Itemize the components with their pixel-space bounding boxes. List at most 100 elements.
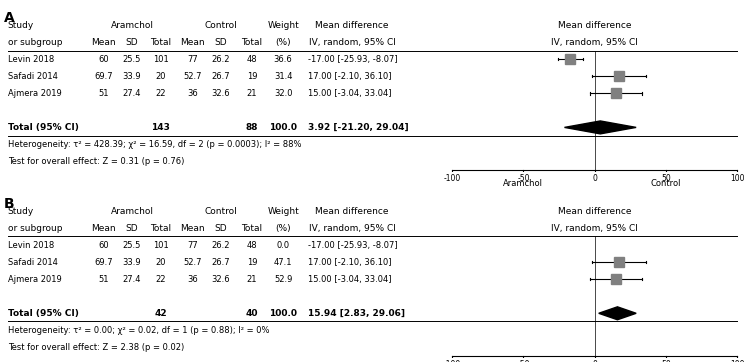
- Text: 32.6: 32.6: [212, 89, 231, 98]
- Text: 22: 22: [156, 89, 166, 98]
- Text: 15.00 [-3.04, 33.04]: 15.00 [-3.04, 33.04]: [308, 89, 391, 98]
- Text: 33.9: 33.9: [122, 72, 141, 81]
- Text: -50: -50: [517, 360, 530, 362]
- Text: 101: 101: [153, 55, 169, 64]
- Text: Mean difference: Mean difference: [315, 21, 389, 30]
- Text: 77: 77: [187, 55, 198, 64]
- Text: A: A: [4, 11, 14, 25]
- Text: Total: Total: [150, 38, 172, 47]
- Text: 60: 60: [98, 241, 109, 250]
- Text: IV, random, 95% CI: IV, random, 95% CI: [308, 224, 395, 233]
- Text: 27.4: 27.4: [122, 275, 141, 284]
- Text: Total: Total: [241, 224, 262, 233]
- Text: Safadi 2014: Safadi 2014: [8, 258, 57, 267]
- Text: -50: -50: [517, 174, 530, 183]
- Text: 31.4: 31.4: [274, 72, 293, 81]
- Text: 20: 20: [156, 72, 166, 81]
- Text: Weight: Weight: [268, 207, 299, 216]
- Text: 69.7: 69.7: [94, 258, 113, 267]
- Text: Mean difference: Mean difference: [315, 207, 389, 216]
- Text: B: B: [4, 197, 14, 211]
- Text: (%): (%): [275, 38, 291, 47]
- Text: 26.2: 26.2: [212, 241, 230, 250]
- Text: 19: 19: [246, 72, 257, 81]
- Text: 51: 51: [98, 89, 109, 98]
- Text: 0: 0: [592, 360, 597, 362]
- Text: 100.0: 100.0: [269, 309, 297, 318]
- Text: 32.6: 32.6: [212, 275, 231, 284]
- Text: -17.00 [-25.93, -8.07]: -17.00 [-25.93, -8.07]: [308, 55, 397, 64]
- Text: Total (95% CI): Total (95% CI): [8, 309, 79, 318]
- Text: 19: 19: [246, 258, 257, 267]
- Text: 15.94 [2.83, 29.06]: 15.94 [2.83, 29.06]: [308, 309, 404, 318]
- Text: 52.7: 52.7: [184, 258, 202, 267]
- Text: 15.00 [-3.04, 33.04]: 15.00 [-3.04, 33.04]: [308, 275, 391, 284]
- Text: 47.1: 47.1: [274, 258, 293, 267]
- Text: Test for overall effect: Z = 0.31 (p = 0.76): Test for overall effect: Z = 0.31 (p = 0…: [8, 157, 184, 166]
- Text: 32.0: 32.0: [274, 89, 293, 98]
- Text: Study: Study: [8, 207, 34, 216]
- Text: 21: 21: [246, 89, 257, 98]
- Text: Ajmera 2019: Ajmera 2019: [8, 89, 61, 98]
- Text: 50: 50: [662, 174, 671, 183]
- Text: Mean: Mean: [91, 224, 116, 233]
- Text: IV, random, 95% CI: IV, random, 95% CI: [551, 38, 638, 47]
- Text: 50: 50: [662, 360, 671, 362]
- Text: Total: Total: [241, 38, 262, 47]
- Text: Heterogeneity: τ² = 0.00; χ² = 0.02, df = 1 (p = 0.88); I² = 0%: Heterogeneity: τ² = 0.00; χ² = 0.02, df …: [8, 326, 269, 335]
- Text: IV, random, 95% CI: IV, random, 95% CI: [308, 38, 395, 47]
- Text: Levin 2018: Levin 2018: [8, 241, 54, 250]
- Polygon shape: [599, 307, 636, 320]
- Text: Weight: Weight: [268, 21, 299, 30]
- Text: Test for overall effect: Z = 2.38 (p = 0.02): Test for overall effect: Z = 2.38 (p = 0…: [8, 343, 184, 352]
- Text: Aramchol: Aramchol: [110, 207, 153, 216]
- Text: 0.0: 0.0: [277, 241, 290, 250]
- Text: -100: -100: [444, 174, 460, 183]
- Text: 77: 77: [187, 241, 198, 250]
- Text: 27.4: 27.4: [122, 89, 141, 98]
- Text: -17.00 [-25.93, -8.07]: -17.00 [-25.93, -8.07]: [308, 241, 397, 250]
- Text: 60: 60: [98, 55, 109, 64]
- Text: SD: SD: [215, 38, 228, 47]
- Text: 101: 101: [153, 241, 169, 250]
- Text: Levin 2018: Levin 2018: [8, 55, 54, 64]
- Text: 26.7: 26.7: [212, 72, 231, 81]
- Text: 48: 48: [246, 241, 257, 250]
- Text: Heterogeneity: τ² = 428.39; χ² = 16.59, df = 2 (p = 0.0003); I² = 88%: Heterogeneity: τ² = 428.39; χ² = 16.59, …: [8, 140, 301, 149]
- Text: 17.00 [-2.10, 36.10]: 17.00 [-2.10, 36.10]: [308, 258, 391, 267]
- Text: Total (95% CI): Total (95% CI): [8, 123, 79, 132]
- Text: 17.00 [-2.10, 36.10]: 17.00 [-2.10, 36.10]: [308, 72, 391, 81]
- Text: 42: 42: [155, 309, 167, 318]
- Text: Mean difference: Mean difference: [558, 207, 631, 216]
- Text: SD: SD: [125, 224, 138, 233]
- Text: 21: 21: [246, 275, 257, 284]
- Text: Mean: Mean: [181, 224, 205, 233]
- Text: 36: 36: [187, 275, 198, 284]
- Text: 26.2: 26.2: [212, 55, 230, 64]
- Text: Control: Control: [205, 207, 237, 216]
- Text: Mean: Mean: [181, 38, 205, 47]
- Text: 52.9: 52.9: [274, 275, 293, 284]
- Text: (%): (%): [275, 224, 291, 233]
- Text: SD: SD: [125, 38, 138, 47]
- Text: 25.5: 25.5: [122, 55, 141, 64]
- Text: or subgroup: or subgroup: [8, 224, 62, 233]
- Text: -100: -100: [444, 360, 460, 362]
- Text: 26.7: 26.7: [212, 258, 231, 267]
- Text: 100: 100: [730, 360, 745, 362]
- Text: Mean: Mean: [91, 38, 116, 47]
- Text: 20: 20: [156, 258, 166, 267]
- Text: Safadi 2014: Safadi 2014: [8, 72, 57, 81]
- Text: or subgroup: or subgroup: [8, 38, 62, 47]
- Text: 3.92 [-21.20, 29.04]: 3.92 [-21.20, 29.04]: [308, 123, 408, 132]
- Text: 40: 40: [246, 309, 259, 318]
- Text: Study: Study: [8, 21, 34, 30]
- Text: 52.7: 52.7: [184, 72, 202, 81]
- Text: 33.9: 33.9: [122, 258, 141, 267]
- Text: 36.6: 36.6: [274, 55, 293, 64]
- Text: 36: 36: [187, 89, 198, 98]
- Text: Control: Control: [651, 179, 681, 188]
- Text: IV, random, 95% CI: IV, random, 95% CI: [551, 224, 638, 233]
- Text: 100.0: 100.0: [269, 123, 297, 132]
- Text: 88: 88: [246, 123, 259, 132]
